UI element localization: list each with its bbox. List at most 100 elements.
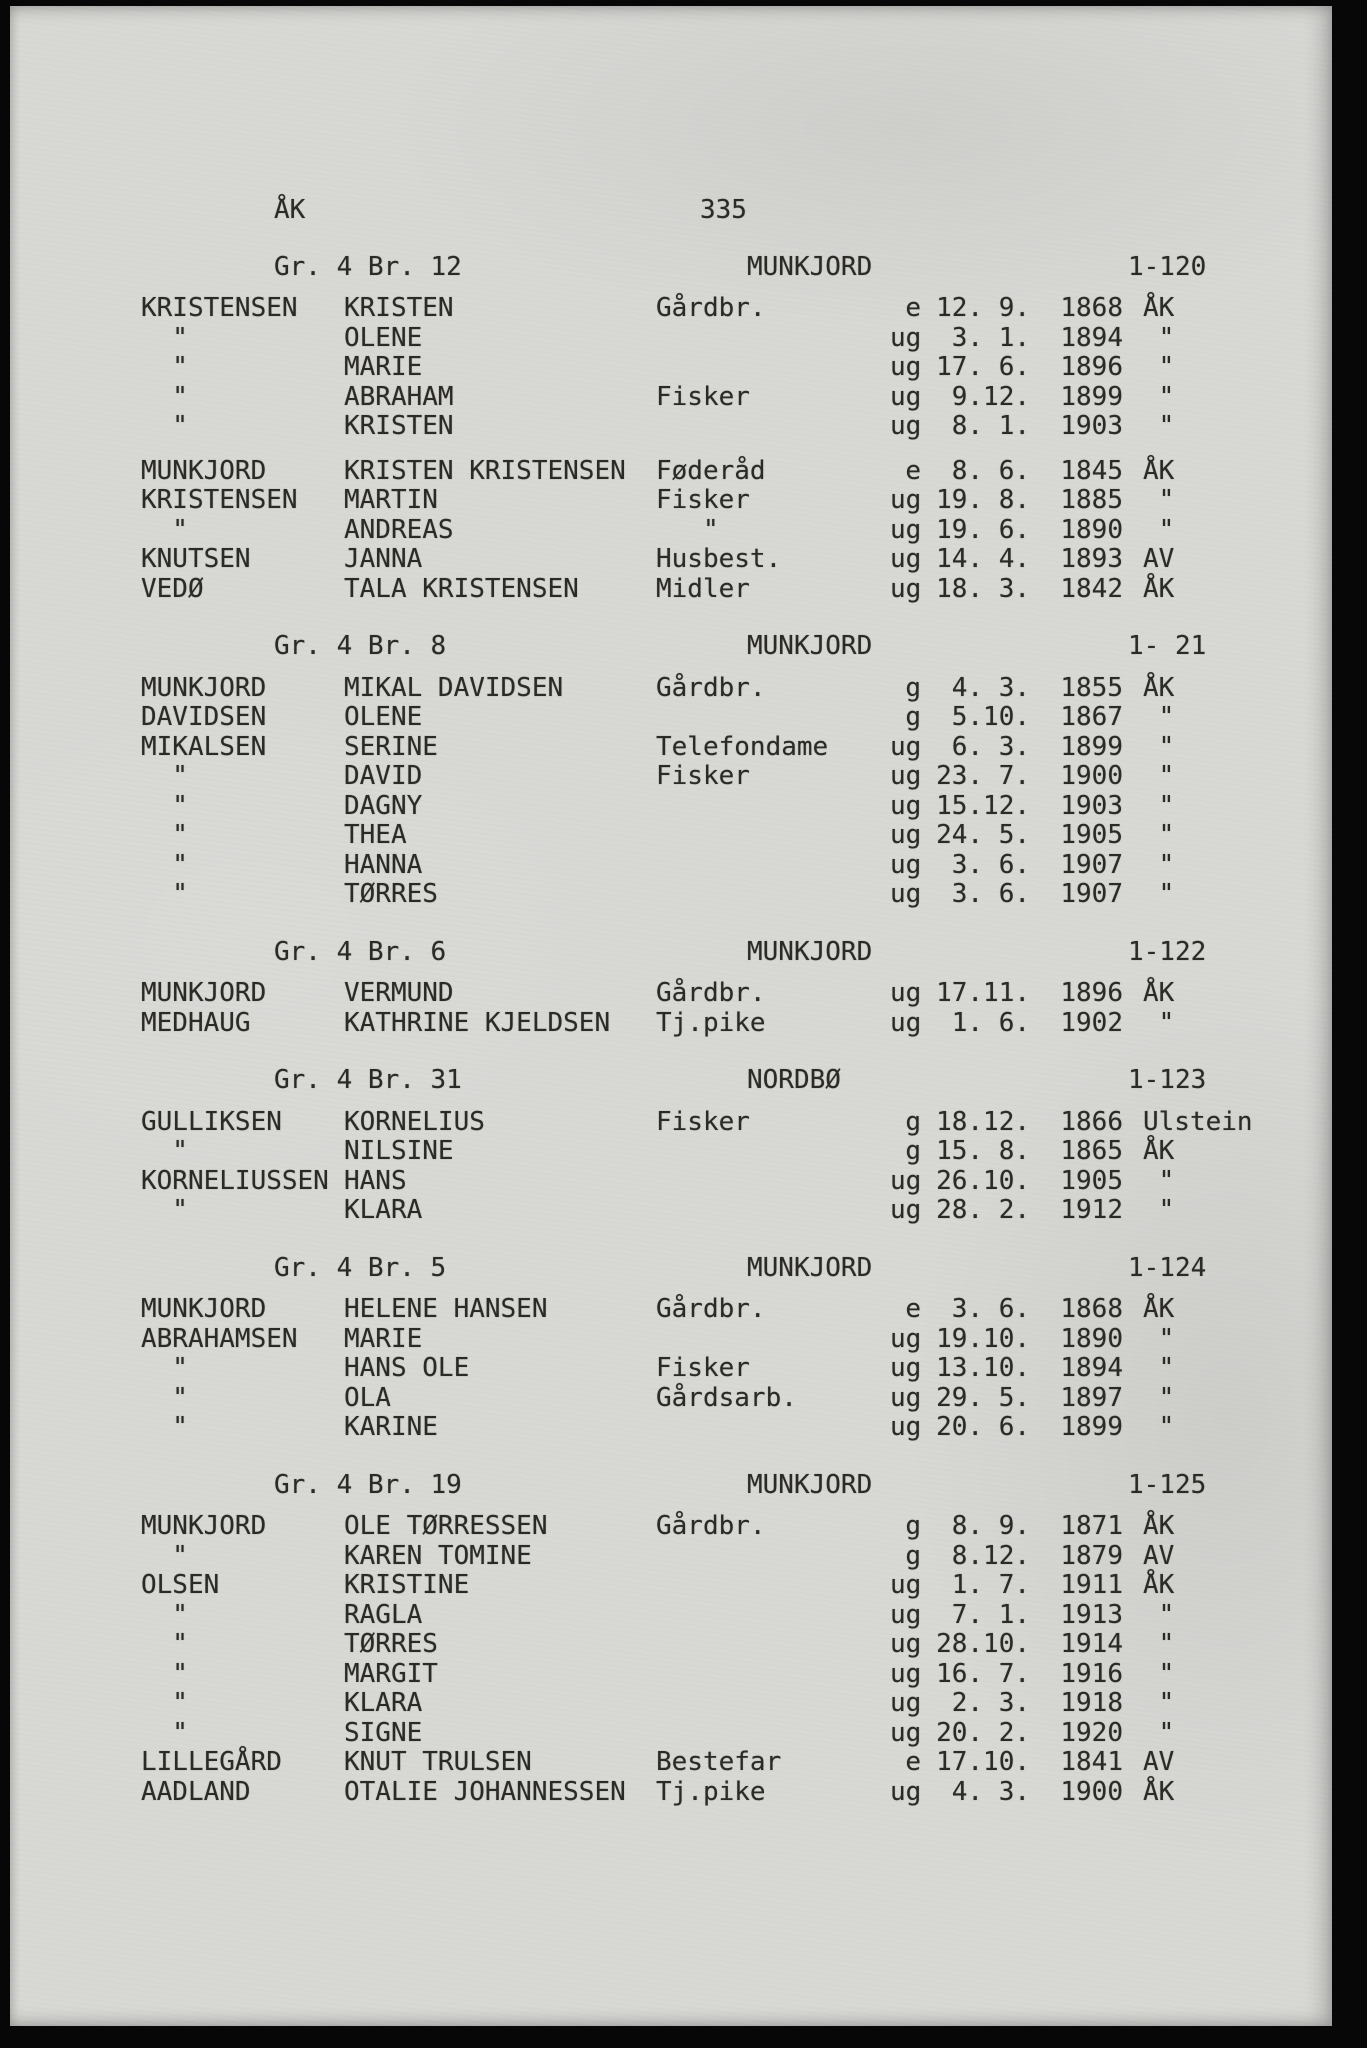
surname-cell: KORNELIUSSEN [141,1165,329,1196]
birth-date-cell: 17.11. [936,978,1030,1008]
occupation-cell: Midler [656,573,750,604]
occupation-cell [656,353,890,383]
surname-cell: " [141,1540,188,1571]
given-name-cell: TØRRES [344,1629,438,1659]
header-spacer [141,632,274,662]
census-section: Gr. 4 Br. 5 MUNKJORD 1-124 MUNKJORD HELENE H… [141,1253,1332,1443]
person-row: KORNELIUSSEN HANS ug 26.10. 1905 " [141,1165,1332,1197]
birth-year-cell: 1867 [1060,702,1123,732]
person-row: " ANDREAS " ug 19. 6. 1890 " [141,514,1332,546]
residence-cell: ÅK [1143,1570,1175,1600]
marital-status-cell: ug [890,849,922,880]
occupation-cell [656,1137,890,1167]
surname-cell: " [141,352,188,382]
birth-date-cell: 8. 1. [936,411,1030,441]
given-name-cell: RAGLA [344,1599,423,1630]
surname-cell: " [141,514,188,545]
page-content: ÅK 335 Gr. 4 Br. 12 MUNKJORD 1-120 KRISTENS… [141,195,1332,1807]
surname-cell: " [141,1599,188,1630]
given-name-cell: KRISTEN [344,411,454,441]
birth-year-cell: 1868 [1060,1294,1123,1324]
person-row: " OLENE ug 3. 1. 1894 " [141,322,1332,354]
occupation-cell [656,851,890,881]
census-section: Gr. 4 Br. 8 MUNKJORD 1- 21 MUNKJORD MIKAL DA… [141,631,1332,910]
occupation-cell [656,1719,890,1749]
given-name-cell: KAREN TOMINE [344,1540,532,1571]
residence-cell: " [1143,761,1175,791]
birth-year-cell: 1912 [1060,1195,1123,1225]
residence-cell: AV [1143,1747,1175,1777]
household-group: GULLIKSEN KORNELIUS Fisker g 18.12. 1866 Ulste… [141,1106,1332,1226]
occupation-cell [656,1660,890,1690]
residence-cell: " [1143,1629,1175,1659]
surname-cell: " [141,849,188,880]
surname-cell: " [141,879,188,909]
given-name-cell: KORNELIUS [344,1106,485,1137]
birth-year-cell: 1885 [1060,485,1123,515]
birth-date-cell: 24. 5. [936,820,1030,850]
birth-year-cell: 1900 [1060,761,1123,791]
given-name-cell: KLARA [344,1688,423,1718]
residence-cell: " [1143,1658,1175,1689]
person-row: " KLARA ug 28. 2. 1912 " [141,1195,1332,1226]
marital-status-cell: ug [890,352,922,382]
birth-date-cell: 4. 3. [936,672,1030,703]
surname-cell: " [141,1412,188,1442]
birth-date-cell: 14. 4. [936,544,1030,574]
given-name-cell: ABRAHAM [344,381,454,412]
birth-year-cell: 1890 [1060,514,1123,545]
birth-year-cell: 1894 [1060,322,1123,353]
occupation-cell: Fisker [656,761,750,791]
header-spacer [141,253,274,283]
person-row: OLSEN KRISTINE ug 1. 7. 1911 ÅK [141,1570,1332,1601]
birth-year-cell: 1896 [1060,352,1123,382]
marital-status-cell: ug [890,411,922,441]
census-section: Gr. 4 Br. 12 MUNKJORD 1-120 KRISTENSEN KRIST… [141,251,1332,605]
occupation-cell [656,1601,890,1631]
marital-status-cell: ug [890,1165,922,1196]
birth-date-cell: 23. 7. [936,761,1030,791]
page-header: ÅK 335 [141,195,1332,226]
birth-year-cell: 1894 [1060,1353,1123,1383]
household-group: MUNKJORD MIKAL DAVIDSEN Gårdbr. g 4. 3. 1855… [141,672,1332,910]
occupation-cell: Fisker [656,1106,750,1137]
marital-status-cell: ug [890,978,922,1008]
surname-cell: MIKALSEN [141,731,267,762]
person-row: GULLIKSEN KORNELIUS Fisker g 18.12. 1866 Ulste… [141,1106,1332,1138]
birth-year-cell: 1896 [1060,978,1123,1008]
farm-unit-label: Gr. 4 Br. 12 [274,251,462,282]
residence-cell: " [1143,702,1175,732]
occupation-cell: Gårdsarb. [656,1382,797,1413]
occupation-cell [656,1196,890,1226]
occupation-cell: Fisker [656,485,750,515]
page-number: 335 [700,195,747,225]
birth-year-cell: 1879 [1060,1540,1123,1571]
person-row: ABRAHAMSEN MARIE ug 19.10. 1890 " [141,1324,1332,1355]
marital-status-cell: g [905,1136,921,1166]
household-group: MUNKJORD OLE TØRRESSEN Gårdbr. g 8. 9. 1871 Å… [141,1511,1332,1807]
marital-status-cell: ug [890,544,922,574]
occupation-cell [656,1325,890,1355]
scanned-page: ÅK 335 Gr. 4 Br. 12 MUNKJORD 1-120 KRISTENS… [10,6,1332,2026]
birth-year-cell: 1868 [1060,293,1123,323]
given-name-cell: OLENE [344,322,423,353]
residence-cell: " [1143,381,1175,412]
given-name-cell: TALA KRISTENSEN [344,573,579,604]
surname-cell: DAVIDSEN [141,702,267,732]
birth-date-cell: 18.12. [936,1106,1030,1137]
residence-cell: ÅK [1143,1294,1175,1324]
household-group: KRISTENSEN KRISTEN Gårdbr. e 12. 9. 1868 ÅK " O… [141,293,1332,442]
surname-cell: KRISTENSEN [141,293,298,323]
occupation-cell [656,1167,890,1197]
occupation-cell: " [656,514,719,545]
marital-status-cell: ug [890,731,922,762]
birth-year-cell: 1911 [1060,1570,1123,1600]
given-name-cell: OLA [344,1382,391,1413]
birth-year-cell: 1845 [1060,455,1123,486]
marital-status-cell: ug [890,1382,922,1413]
person-row: VEDØ TALA KRISTENSEN Midler ug 18. 3. 1842 ÅK [141,573,1332,605]
residence-cell: " [1143,1688,1175,1718]
birth-year-cell: 1903 [1060,790,1123,821]
place-name: NORDBØ [747,1065,841,1095]
birth-year-cell: 1907 [1060,879,1123,909]
